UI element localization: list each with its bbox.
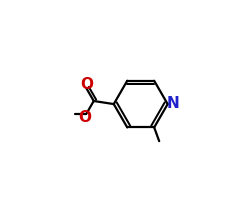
Text: O: O — [81, 77, 94, 92]
Text: O: O — [78, 110, 91, 125]
Text: N: N — [166, 96, 179, 111]
